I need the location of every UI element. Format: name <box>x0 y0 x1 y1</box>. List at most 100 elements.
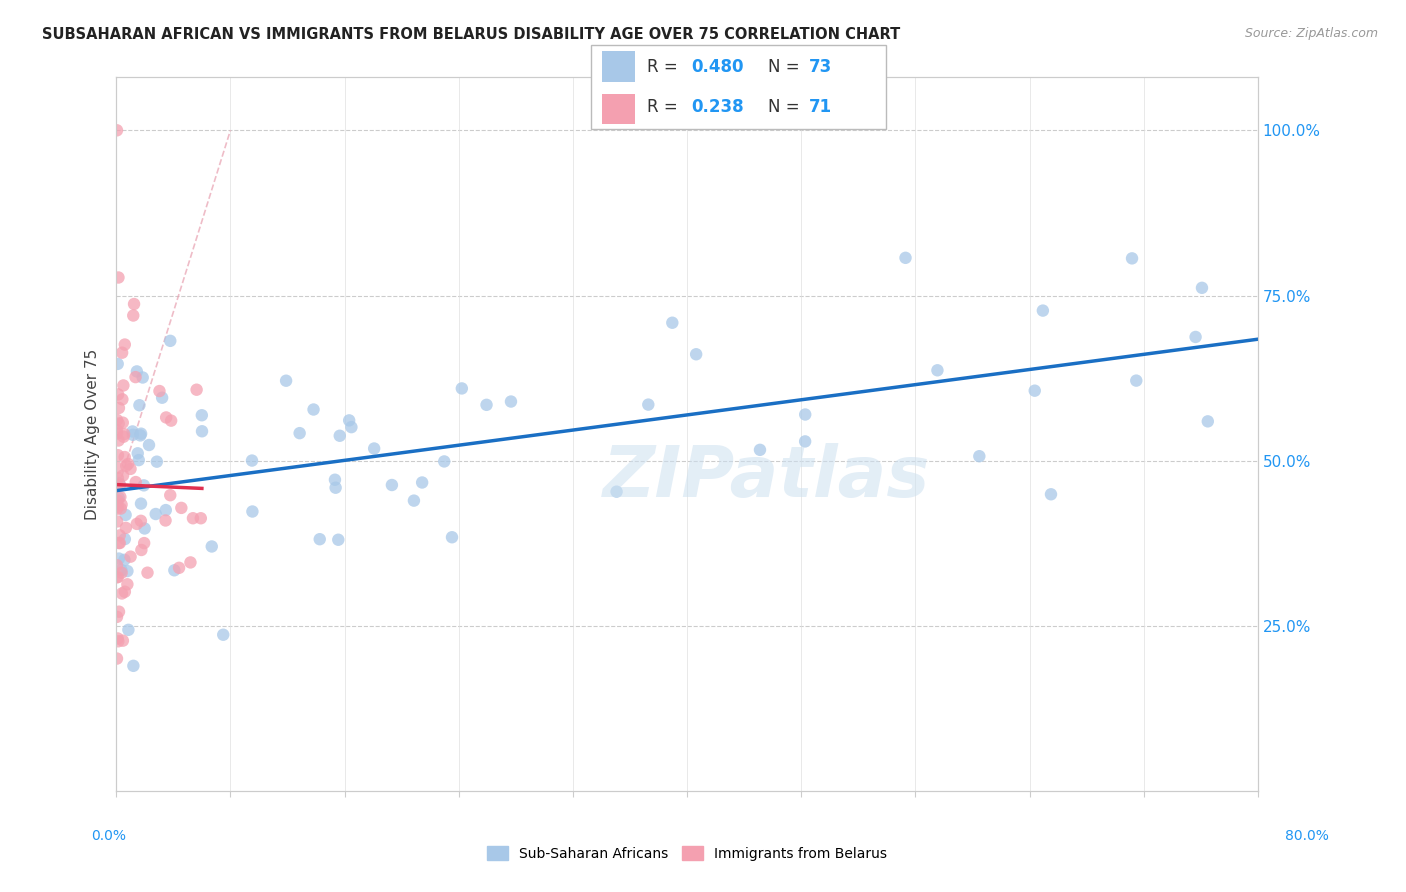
Point <box>107 500 129 514</box>
Point <box>115 521 138 535</box>
Point <box>105 558 128 573</box>
Point <box>111 586 134 600</box>
Point <box>112 427 135 442</box>
Point <box>125 516 148 531</box>
Point <box>108 551 131 566</box>
Point <box>114 508 136 522</box>
Point <box>129 426 152 441</box>
Point <box>1040 487 1063 501</box>
Point <box>433 454 456 468</box>
Point <box>191 409 214 423</box>
Point <box>288 426 311 441</box>
Point <box>127 446 149 460</box>
Point <box>337 413 360 427</box>
Point <box>107 460 129 475</box>
Point <box>112 378 135 392</box>
Point <box>107 570 129 584</box>
Point <box>274 374 297 388</box>
Point <box>105 570 128 584</box>
Text: R =: R = <box>647 58 683 76</box>
Point <box>190 511 212 525</box>
Point <box>107 471 129 485</box>
Point <box>240 453 263 467</box>
Point <box>107 536 129 550</box>
Point <box>107 634 129 648</box>
Text: 0.238: 0.238 <box>690 98 744 116</box>
Point <box>440 530 463 544</box>
Point <box>108 401 131 415</box>
Point <box>105 610 128 624</box>
Point <box>450 381 472 395</box>
Point <box>1125 374 1147 388</box>
Point <box>117 577 139 591</box>
Point <box>181 511 204 525</box>
Point <box>115 458 138 473</box>
Point <box>325 481 347 495</box>
Point <box>131 543 153 558</box>
Point <box>794 434 817 449</box>
Point <box>381 478 404 492</box>
Point <box>167 561 190 575</box>
Point <box>136 566 159 580</box>
Point <box>475 398 498 412</box>
Point <box>122 297 145 311</box>
Point <box>129 514 152 528</box>
Point <box>1032 303 1054 318</box>
Point <box>107 270 129 285</box>
Point <box>105 515 128 529</box>
Text: Source: ZipAtlas.com: Source: ZipAtlas.com <box>1244 27 1378 40</box>
Point <box>134 536 156 550</box>
Bar <box>602 94 636 124</box>
Point <box>155 410 177 425</box>
Point <box>1184 330 1206 344</box>
Point <box>323 473 346 487</box>
Point <box>112 468 135 483</box>
Point <box>125 475 148 489</box>
Point <box>114 532 136 546</box>
Text: 71: 71 <box>808 98 832 116</box>
Point <box>108 605 131 619</box>
Point <box>110 501 132 516</box>
Text: N =: N = <box>768 58 804 76</box>
Point <box>122 658 145 673</box>
Point <box>302 402 325 417</box>
Point <box>794 408 817 422</box>
Point <box>117 457 139 471</box>
Point <box>122 427 145 442</box>
Point <box>107 387 129 401</box>
Point <box>1191 281 1213 295</box>
Point <box>107 434 129 448</box>
Text: 80.0%: 80.0% <box>1285 829 1329 843</box>
Point <box>107 632 129 646</box>
Point <box>114 450 136 464</box>
Text: R =: R = <box>647 98 683 116</box>
Point <box>308 532 330 546</box>
FancyBboxPatch shape <box>591 45 886 129</box>
Point <box>105 651 128 665</box>
Point <box>685 347 707 361</box>
Point <box>110 490 132 504</box>
Point <box>150 391 173 405</box>
Point <box>155 513 177 527</box>
Point <box>402 493 425 508</box>
Point <box>108 476 131 491</box>
Point <box>1121 252 1143 266</box>
Point <box>105 426 128 441</box>
Point <box>499 394 522 409</box>
Point <box>329 429 352 443</box>
Point <box>186 383 208 397</box>
Point <box>969 449 991 463</box>
Bar <box>602 52 636 82</box>
Point <box>117 564 139 578</box>
Point <box>132 478 155 492</box>
Point <box>108 536 131 550</box>
Text: 0.0%: 0.0% <box>91 829 127 843</box>
Point <box>148 384 170 398</box>
Point <box>122 309 145 323</box>
Point <box>105 123 128 137</box>
Point <box>107 417 129 431</box>
Point <box>114 337 136 351</box>
Point <box>160 414 183 428</box>
Point <box>128 453 150 467</box>
Point <box>105 423 128 437</box>
